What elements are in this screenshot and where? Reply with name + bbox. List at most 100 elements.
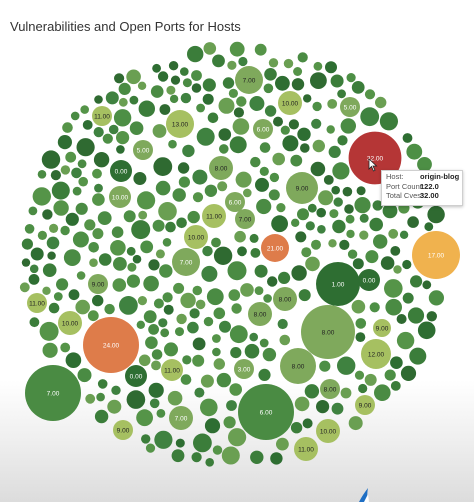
host-bubble[interactable]: [108, 124, 119, 135]
host-bubble[interactable]: [316, 400, 330, 414]
host-bubble[interactable]: [216, 372, 232, 388]
host-bubble[interactable]: [92, 106, 112, 126]
host-bubble[interactable]: [191, 452, 202, 463]
host-bubble[interactable]: [42, 342, 58, 358]
host-bubble[interactable]: [384, 279, 403, 298]
host-bubble[interactable]: [172, 248, 200, 276]
host-bubble[interactable]: [212, 54, 225, 68]
host-bubble[interactable]: [250, 450, 264, 464]
host-bubble[interactable]: [92, 228, 104, 240]
host-bubble[interactable]: [143, 310, 157, 324]
host-bubble[interactable]: [426, 311, 437, 322]
host-bubble[interactable]: [182, 78, 192, 88]
host-bubble[interactable]: [28, 206, 38, 216]
host-bubble[interactable]: [278, 91, 302, 115]
host-bubble[interactable]: [126, 390, 146, 409]
host-bubble[interactable]: [77, 368, 92, 383]
host-bubble[interactable]: [19, 282, 30, 293]
host-bubble[interactable]: [406, 143, 423, 160]
host-bubble[interactable]: [201, 265, 218, 282]
host-bubble[interactable]: [229, 41, 245, 57]
host-bubble[interactable]: [229, 325, 248, 344]
host-bubble[interactable]: [196, 103, 206, 113]
host-bubble[interactable]: [305, 221, 315, 231]
host-bubble[interactable]: [96, 392, 105, 402]
host-bubble[interactable]: [152, 219, 165, 232]
host-bubble[interactable]: [218, 128, 232, 141]
host-bubble[interactable]: [385, 298, 403, 316]
host-bubble[interactable]: [291, 78, 305, 91]
host-bubble[interactable]: [97, 211, 112, 226]
host-bubble[interactable]: [25, 365, 81, 421]
host-bubble[interactable]: [372, 200, 383, 211]
host-bubble[interactable]: [271, 215, 288, 233]
host-bubble[interactable]: [326, 125, 335, 134]
host-bubble[interactable]: [354, 370, 365, 380]
host-bubble[interactable]: [240, 283, 254, 297]
host-bubble[interactable]: [302, 418, 313, 429]
host-bubble[interactable]: [167, 390, 183, 406]
host-bubble[interactable]: [60, 225, 70, 236]
host-bubble[interactable]: [48, 302, 60, 314]
host-bubble[interactable]: [348, 416, 363, 431]
host-bubble[interactable]: [244, 343, 260, 359]
host-bubble[interactable]: [47, 251, 56, 260]
host-bubble[interactable]: [340, 97, 360, 117]
host-bubble[interactable]: [87, 310, 99, 322]
host-bubble[interactable]: [226, 400, 237, 411]
host-bubble[interactable]: [355, 395, 375, 415]
host-bubble[interactable]: [62, 122, 73, 133]
host-bubble[interactable]: [118, 97, 128, 107]
host-bubble[interactable]: [138, 100, 155, 117]
host-bubble[interactable]: [227, 261, 247, 281]
host-bubble[interactable]: [129, 95, 139, 105]
host-bubble[interactable]: [148, 382, 164, 398]
host-bubble[interactable]: [390, 246, 401, 256]
host-bubble[interactable]: [187, 321, 199, 334]
host-bubble[interactable]: [42, 286, 51, 295]
host-bubble[interactable]: [50, 170, 62, 181]
host-bubble[interactable]: [158, 318, 168, 328]
host-bubble[interactable]: [189, 308, 200, 319]
host-bubble[interactable]: [254, 286, 264, 295]
host-bubble[interactable]: [209, 156, 233, 180]
host-bubble[interactable]: [145, 443, 156, 453]
host-bubble[interactable]: [332, 162, 350, 180]
host-bubble[interactable]: [268, 58, 279, 68]
host-bubble[interactable]: [249, 233, 259, 243]
host-bubble[interactable]: [249, 96, 265, 111]
host-bubble[interactable]: [346, 73, 356, 83]
host-bubble[interactable]: [157, 71, 169, 82]
host-bubble[interactable]: [71, 167, 82, 179]
host-bubble[interactable]: [110, 160, 132, 182]
host-bubble[interactable]: [234, 230, 246, 243]
host-bubble[interactable]: [78, 176, 88, 187]
host-bubble[interactable]: [166, 110, 194, 138]
host-bubble[interactable]: [379, 112, 398, 131]
host-bubble[interactable]: [342, 186, 353, 197]
host-bubble[interactable]: [180, 292, 196, 309]
host-bubble[interactable]: [150, 85, 164, 98]
host-bubble[interactable]: [290, 154, 303, 167]
host-bubble[interactable]: [428, 290, 444, 306]
host-bubble[interactable]: [290, 422, 303, 434]
host-bubble[interactable]: [191, 70, 202, 81]
host-bubble[interactable]: [202, 245, 213, 257]
host-bubble[interactable]: [58, 311, 82, 335]
host-bubble[interactable]: [192, 354, 205, 367]
host-bubble[interactable]: [235, 209, 255, 229]
host-bubble[interactable]: [310, 72, 327, 89]
host-bubble[interactable]: [424, 222, 434, 232]
host-bubble[interactable]: [277, 318, 288, 330]
host-bubble[interactable]: [213, 307, 226, 320]
host-bubble[interactable]: [316, 262, 360, 306]
host-bubble[interactable]: [369, 302, 380, 313]
host-bubble[interactable]: [255, 177, 269, 192]
host-bubble[interactable]: [21, 238, 33, 250]
host-bubble[interactable]: [187, 45, 204, 63]
host-bubble[interactable]: [113, 109, 132, 127]
host-bubble[interactable]: [175, 438, 185, 448]
host-bubble[interactable]: [263, 83, 274, 94]
host-bubble[interactable]: [187, 210, 200, 224]
host-bubble[interactable]: [72, 186, 82, 196]
